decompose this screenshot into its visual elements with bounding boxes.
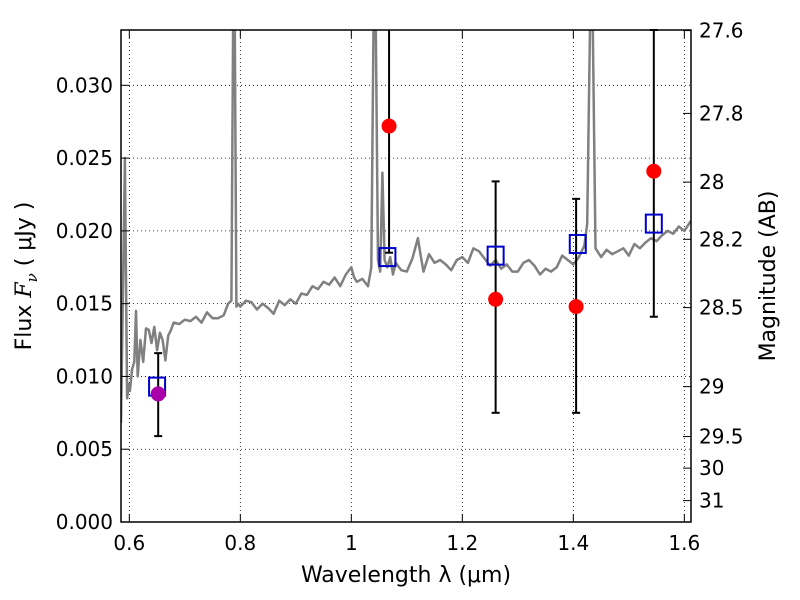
x-tick-label: 0.8 — [224, 531, 256, 555]
plot-frame — [120, 29, 692, 523]
y-tick-label: 0.000 — [56, 510, 113, 534]
model-point — [378, 247, 397, 268]
magnitude-tick-label: 27.8 — [699, 101, 744, 125]
x-tick-label: 1.2 — [446, 531, 478, 555]
magnitude-tick-label: 28.5 — [699, 296, 744, 320]
optical-point — [150, 386, 166, 402]
magnitude-tick-label: 29 — [699, 375, 724, 399]
observed-point — [646, 163, 662, 179]
x-tick-label: 1.4 — [557, 531, 589, 555]
y-tick-label: 0.025 — [56, 146, 113, 170]
grid-layer — [121, 30, 691, 522]
x-tick-label: 1.6 — [668, 531, 700, 555]
y-tick-label: 0.020 — [56, 219, 113, 243]
tick-layer: 0.6 0.8 1 1.2 1.4 1.6 0.000 0.005 0.010 0.015 0.02… — [56, 19, 744, 555]
model-point — [486, 245, 505, 266]
magnitude-tick-label: 31 — [699, 489, 724, 513]
x-tick-label: 0.6 — [113, 531, 145, 555]
magnitude-tick-label: 27.6 — [699, 19, 744, 43]
observed-point — [568, 299, 584, 315]
observed-point — [381, 118, 397, 134]
y2-axis-label: Magnitude (AB) — [756, 191, 781, 362]
y-tick-label: 0.005 — [56, 437, 113, 461]
x-tick-label: 1 — [345, 531, 358, 555]
model-point — [568, 233, 587, 254]
y-tick-label: 0.030 — [56, 73, 113, 97]
spectrum-line — [121, 30, 691, 424]
x-axis-label: Wavelength λ (μm) — [301, 563, 511, 588]
magnitude-tick-label: 28.2 — [699, 227, 744, 251]
observed-point — [488, 291, 504, 307]
magnitude-tick-label: 30 — [699, 456, 724, 480]
y-tick-label: 0.010 — [56, 364, 113, 388]
magnitude-tick-label: 28 — [699, 170, 724, 194]
y-axis-label: Flux Fν ( μJy ) — [12, 202, 41, 351]
magnitude-tick-label: 29.5 — [699, 425, 744, 449]
marker-layer — [148, 29, 663, 438]
y-tick-label: 0.015 — [56, 292, 113, 316]
model-point — [644, 213, 663, 234]
plot-layer — [121, 30, 691, 424]
